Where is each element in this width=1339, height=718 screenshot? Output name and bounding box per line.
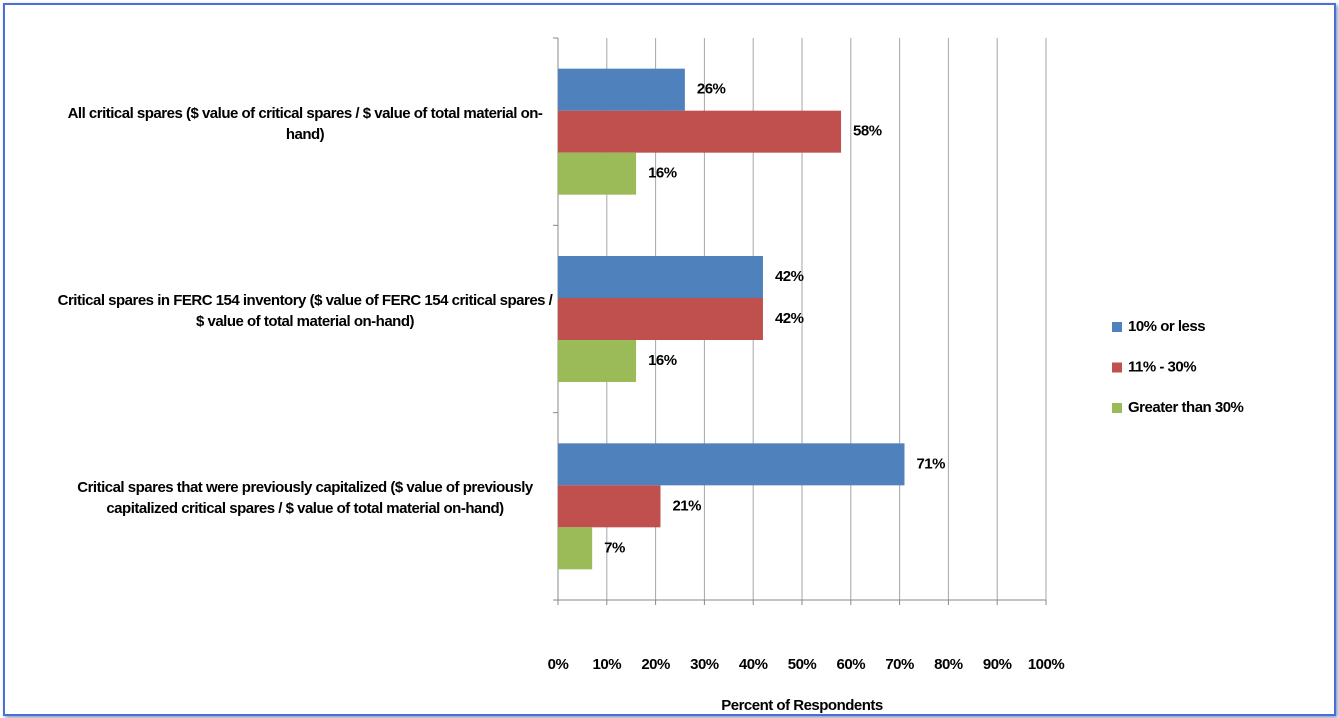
bar <box>558 256 763 298</box>
value-label: 42% <box>775 310 804 327</box>
value-label: 71% <box>916 455 945 472</box>
x-tick-label: 80% <box>934 656 963 673</box>
bar <box>558 152 637 195</box>
legend-swatch <box>1112 403 1122 413</box>
legend-label: 10% or less <box>1128 318 1205 335</box>
x-tick-label: 100% <box>1028 656 1065 673</box>
value-label: 21% <box>672 497 701 514</box>
legend-label: Greater than 30% <box>1128 399 1244 416</box>
value-label: 7% <box>604 539 625 556</box>
bar <box>558 527 593 570</box>
x-tick-label: 20% <box>641 656 670 673</box>
x-tick-label: 0% <box>548 656 569 673</box>
value-label: 26% <box>697 81 726 98</box>
x-axis-label: Percent of Respondents <box>721 697 883 714</box>
x-tick-label: 30% <box>690 656 719 673</box>
x-tick-label: 90% <box>983 656 1012 673</box>
value-label: 42% <box>775 268 804 285</box>
legend-label: 11% - 30% <box>1128 358 1196 375</box>
value-label: 16% <box>648 165 677 182</box>
y-tick-label: Critical spares that were previously cap… <box>77 479 533 518</box>
bar <box>558 340 637 382</box>
bar <box>558 110 842 153</box>
x-tick-label: 10% <box>593 656 622 673</box>
x-tick-label: 50% <box>788 656 817 673</box>
legend-swatch <box>1112 362 1122 373</box>
bar <box>558 68 685 111</box>
bar <box>558 298 763 340</box>
value-label: 16% <box>648 352 677 369</box>
y-tick-label: Critical spares in FERC 154 inventory ($… <box>57 292 553 330</box>
legend-swatch <box>1112 322 1122 332</box>
x-tick-label: 70% <box>885 656 914 673</box>
bar <box>558 485 661 528</box>
y-tick-label: All critical spares ($ value of critical… <box>67 104 543 143</box>
x-tick-label: 60% <box>837 656 866 673</box>
bar <box>558 443 905 486</box>
x-tick-label: 40% <box>739 656 768 673</box>
value-label: 58% <box>853 123 882 140</box>
